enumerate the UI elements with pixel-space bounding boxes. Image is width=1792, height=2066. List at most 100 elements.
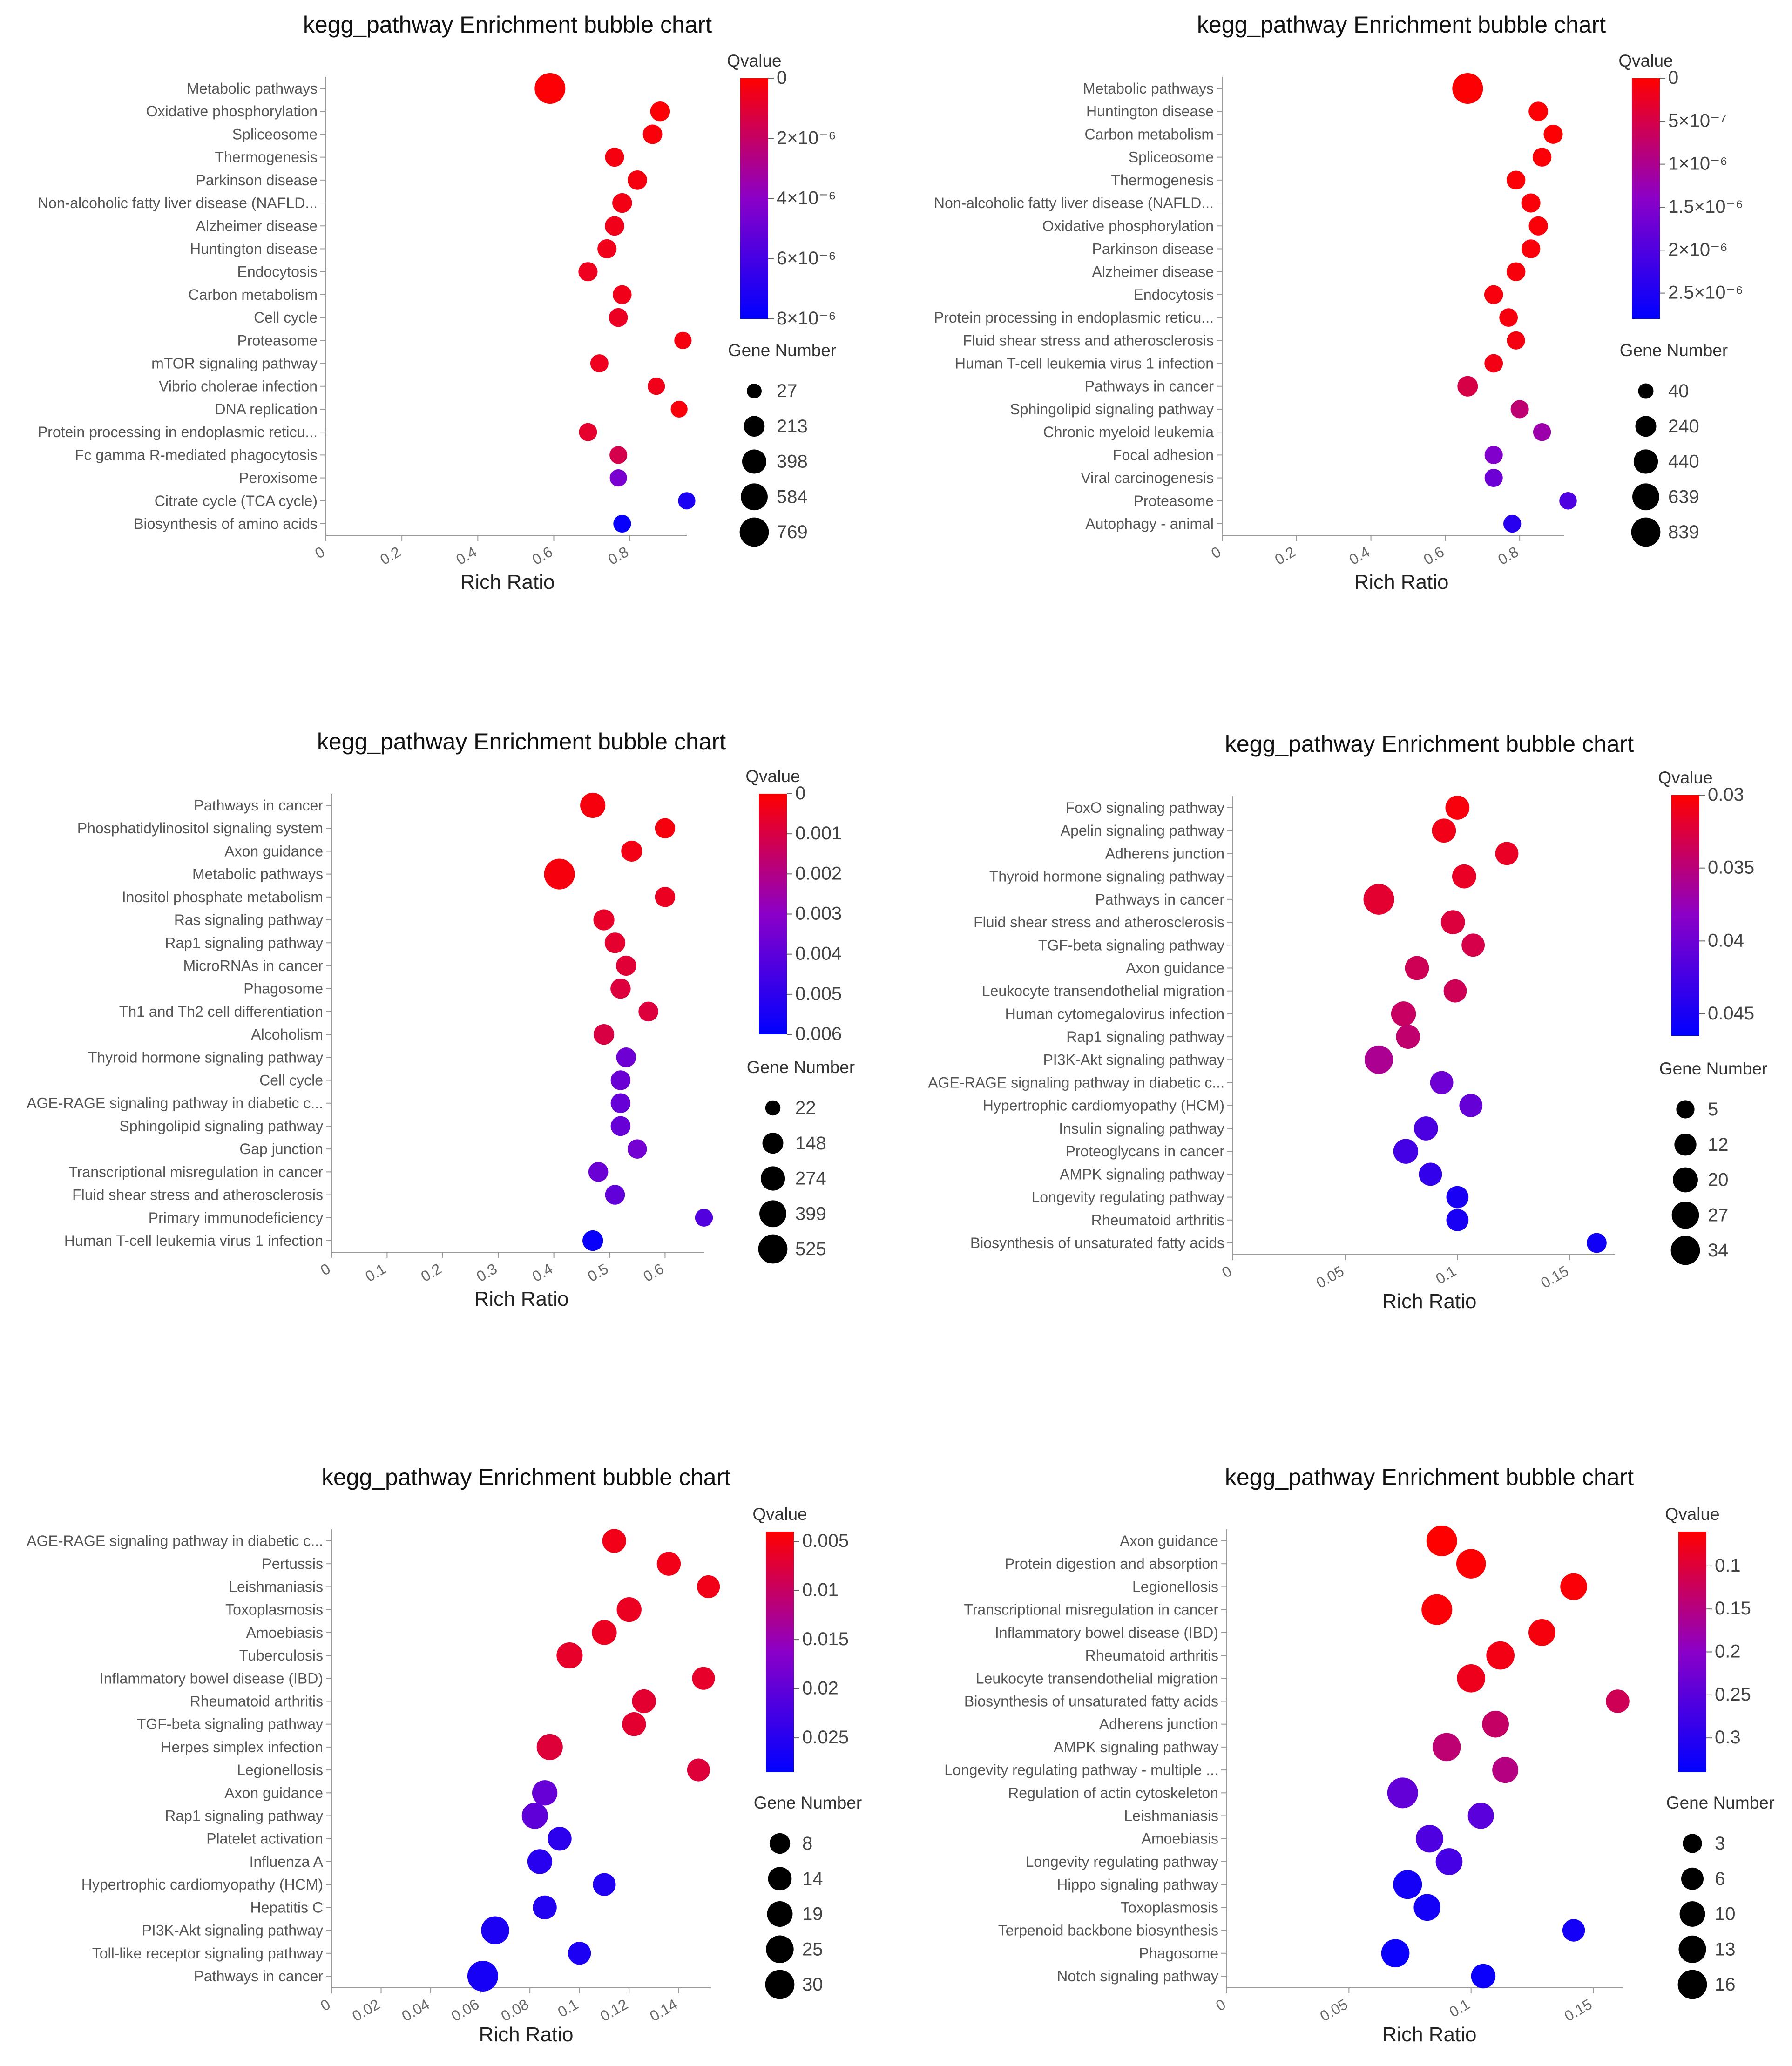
y-tick-label: Pathways in cancer (1095, 891, 1225, 908)
y-tick-label: Primary immunodeficiency (149, 1209, 323, 1226)
y-tick-label: Phagosome (243, 980, 323, 997)
y-tick-label: PI3K-Akt signaling pathway (142, 1922, 323, 1939)
bubble-point (1432, 1733, 1461, 1762)
size-legend-label: 14 (802, 1869, 823, 1889)
size-legend-bubble (1681, 1867, 1704, 1890)
chart-title: kegg_pathway Enrichment bubble chart (317, 729, 726, 755)
bubble-point (1413, 1116, 1438, 1141)
color-legend-tick-label: 0.025 (802, 1727, 849, 1748)
chart-panel-6: kegg_pathway Enrichment bubble chart Axon… (944, 1464, 1774, 2046)
bubble-point (568, 1942, 591, 1965)
bubble-point (642, 124, 663, 144)
bubble-point (638, 1001, 658, 1022)
bubble-point (609, 308, 628, 327)
y-tick-label: Sphingolipid signaling pathway (119, 1118, 323, 1134)
color-legend-title: Qvalue (1665, 1505, 1719, 1524)
x-tick-label: 0.6 (1420, 543, 1447, 568)
bubble-point (613, 285, 632, 304)
bubble-point (1495, 842, 1519, 865)
color-legend-tick-label: 0.005 (795, 984, 842, 1004)
size-legend-bubble (739, 517, 769, 547)
x-tick-label: 0.05 (1313, 1263, 1347, 1291)
y-tick-label: Terpenoid backbone biosynthesis (998, 1922, 1218, 1939)
bubble-point (481, 1916, 509, 1944)
bubble-point (616, 1047, 636, 1067)
size-legend-bubble (744, 416, 765, 437)
y-tick-label: AGE-RAGE signaling pathway in diabetic c… (27, 1095, 323, 1112)
size-legend-label: 240 (1668, 416, 1699, 437)
color-legend-tick-label: 0.25 (1715, 1684, 1751, 1705)
x-tick-label: 0.8 (1495, 543, 1522, 568)
color-legend-title: Qvalue (1658, 768, 1712, 787)
y-tick-label: Citrate cycle (TCA cycle) (155, 493, 318, 509)
bubble-point (1484, 469, 1503, 487)
y-tick-label: Rheumatoid arthritis (190, 1693, 323, 1709)
size-legend-bubble (1679, 1901, 1705, 1927)
y-tick-label: TGF-beta signaling pathway (1038, 937, 1224, 953)
x-tick-label: 0.1 (555, 1996, 582, 2020)
bubble-point (1415, 1825, 1444, 1853)
bubble-point (1387, 1777, 1418, 1809)
size-legend-label: 839 (1668, 522, 1699, 542)
x-tick-label: 0.05 (1317, 1996, 1351, 2025)
size-legend-bubble (1632, 483, 1659, 511)
bubble-point (1587, 1233, 1607, 1253)
x-tick-label: 0.2 (1272, 543, 1298, 568)
size-legend-bubble (1677, 1970, 1707, 1999)
bubble-point (548, 1827, 572, 1851)
bubble-point (467, 1961, 498, 1992)
bubble-point (656, 1552, 681, 1576)
bubble-point (1510, 400, 1529, 419)
bubble-point (622, 1712, 646, 1736)
bubble-point (1471, 1964, 1496, 1989)
bubble-point (1533, 423, 1551, 441)
color-legend-title: Qvalue (727, 51, 781, 70)
bubble-point (1528, 216, 1548, 236)
y-tick-label: Rap1 signaling pathway (1066, 1028, 1224, 1045)
chart-title: kegg_pathway Enrichment bubble chart (322, 1464, 730, 1490)
y-tick-label: Axon guidance (224, 843, 323, 859)
x-tick-label: 0.8 (605, 543, 632, 568)
bubble-point (648, 378, 665, 395)
size-legend-label: 769 (777, 522, 808, 542)
bubble-point (1562, 1919, 1585, 1942)
y-tick-label: Metabolic pathways (192, 866, 323, 883)
size-legend-bubble (766, 1935, 794, 1963)
color-legend-title: Qvalue (1618, 51, 1673, 70)
bubble-point (628, 170, 647, 190)
bubble-point (655, 887, 676, 907)
bubble-point (697, 1575, 720, 1598)
bubble-point (1452, 73, 1483, 104)
size-legend-bubble (762, 1133, 784, 1154)
bubble-point (612, 193, 632, 213)
color-legend-tick-label: 0.2 (1715, 1641, 1741, 1662)
bubble-point (1381, 1939, 1410, 1968)
bubble-point (1456, 1549, 1486, 1579)
bubble-point (616, 955, 636, 976)
y-tick-label: Human cytomegalovirus infection (1005, 1006, 1224, 1022)
bubble-point (1532, 148, 1552, 167)
y-tick-label: Protein processing in endoplasmic reticu… (934, 309, 1214, 326)
x-tick-label: 0.1 (362, 1260, 389, 1285)
y-tick-label: Pathways in cancer (194, 1968, 324, 1985)
color-legend-tick-label: 5×10⁻⁷ (1668, 110, 1727, 131)
bubble-point (1457, 376, 1478, 397)
x-axis-label: Rich Ratio (1382, 1290, 1477, 1313)
size-legend-label: 5 (1708, 1099, 1718, 1120)
bubble-point (1521, 193, 1541, 213)
y-tick-label: Oxidative phosphorylation (1042, 217, 1214, 234)
y-tick-label: Protein digestion and absorption (1005, 1555, 1218, 1572)
y-tick-label: Protein processing in endoplasmic reticu… (38, 424, 318, 440)
color-legend-tick-label: 4×10⁻⁶ (777, 188, 836, 209)
y-tick-label: Toll-like receptor signaling pathway (92, 1945, 323, 1962)
color-legend-title: Qvalue (745, 767, 800, 786)
bubble-point (1393, 1139, 1419, 1164)
x-axis-label: Rich Ratio (1382, 2023, 1477, 2046)
size-legend-label: 8 (802, 1833, 812, 1854)
y-tick-label: Longevity regulating pathway - multiple … (944, 1762, 1218, 1778)
x-axis-label: Rich Ratio (1354, 571, 1449, 594)
y-tick-label: Notch signaling pathway (1057, 1968, 1218, 1985)
x-tick-label: 0.6 (529, 543, 555, 568)
y-tick-label: Rheumatoid arthritis (1091, 1212, 1224, 1229)
